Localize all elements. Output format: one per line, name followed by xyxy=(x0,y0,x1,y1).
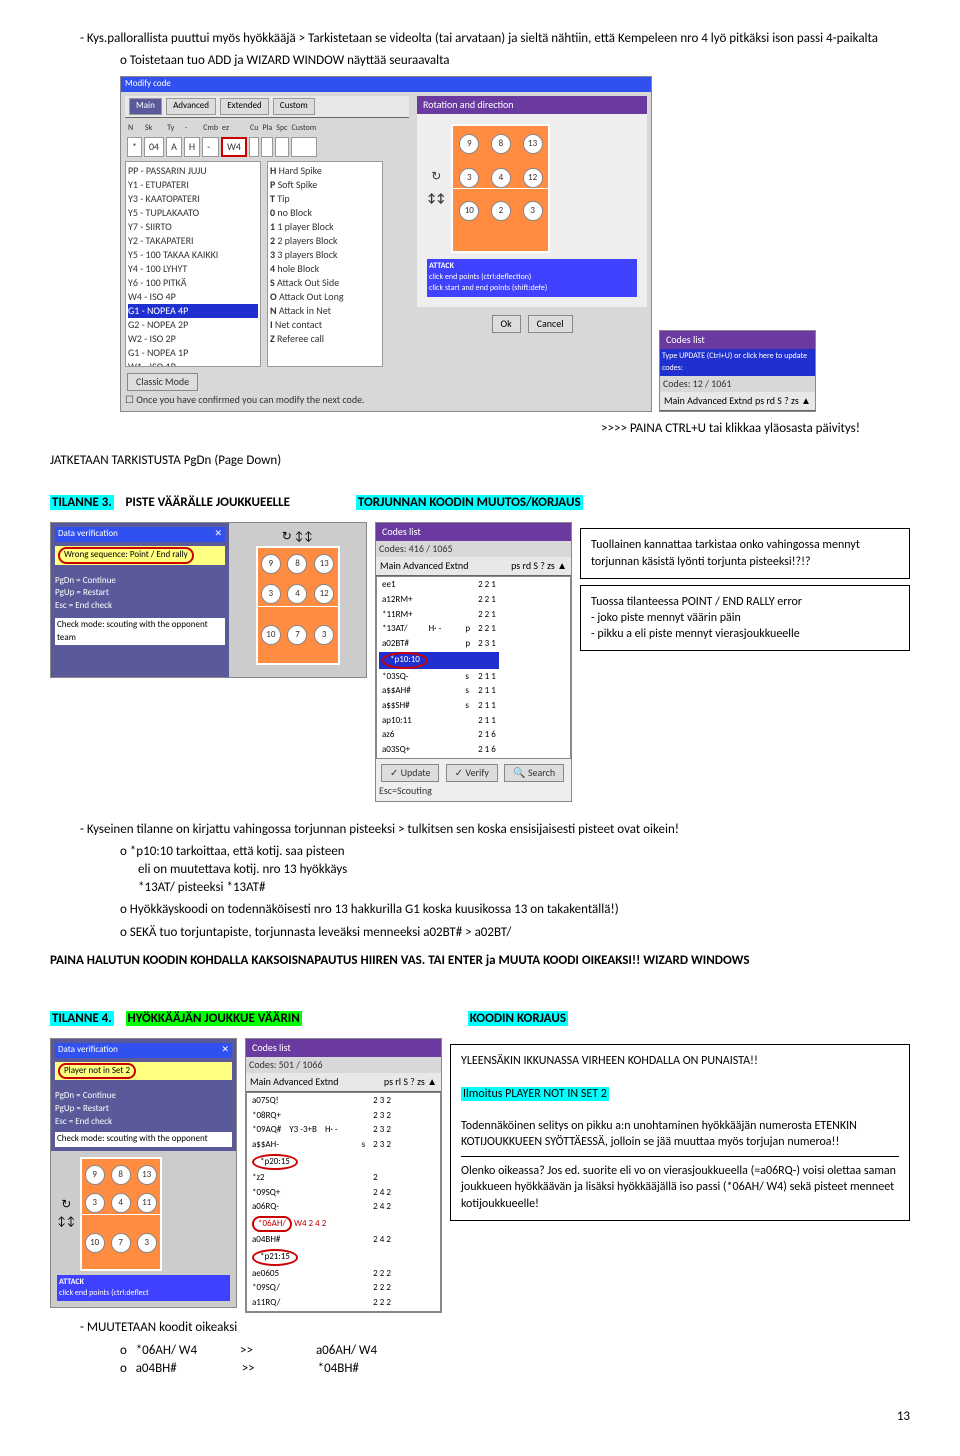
dv-esc: Esc = End check xyxy=(55,600,225,613)
dv4-esc: Esc = End check xyxy=(55,1116,232,1129)
p3-line1: Kyseinen tilanne on kirjattu vahingossa … xyxy=(80,821,910,839)
anno4-box: YLEENSÄKIN IKKUNASSA VIRHEEN KOHDALLA ON… xyxy=(450,1044,910,1221)
update-button[interactable]: ✓ Update xyxy=(381,764,439,782)
tilanne4-heading: TILANNE 4. HYÖKKÄÄJÄN JOUKKUE VÄÄRIN KOO… xyxy=(50,1010,910,1028)
code-list-left[interactable]: PP - PASSARIN JUJUY1 - ETUPATERIY3 - KAA… xyxy=(125,161,261,367)
court4: 9813 3411 1073 xyxy=(80,1157,162,1271)
dv4-error: Player not in Set 2 xyxy=(55,1062,232,1081)
classic-mode-btn[interactable]: Classic Mode xyxy=(127,373,198,391)
ok-button[interactable]: Ok xyxy=(492,315,521,333)
bullet-top-2: Toistetaan tuo ADD ja WIZARD WINDOW näyt… xyxy=(120,52,910,70)
bullet-top-1: Kys.pallorallista puuttui myös hyökkääjä… xyxy=(80,30,910,48)
modify-code-title: Modify code xyxy=(121,77,651,92)
continue-line: JATKETAAN TARKISTUSTA PgDn (Page Down) xyxy=(50,452,910,470)
dv-pgup: PgUp = Restart xyxy=(55,587,225,600)
p3-o1: *p10:10 tarkoittaa, että kotij. saa pist… xyxy=(120,843,910,898)
page-number: 13 xyxy=(50,1408,910,1426)
tab-main[interactable]: Main xyxy=(129,98,162,115)
tab-extended[interactable]: Extended xyxy=(220,98,268,115)
confirm-text: ☐ Once you have confirmed you can modify… xyxy=(125,393,409,407)
anno3-box1: Tuollainen kannattaa tarkistaa onko vahi… xyxy=(580,528,910,578)
dv4-pgdn: PgDn = Continue xyxy=(55,1090,232,1103)
codeslist4-counter: Codes: 501 / 1066 xyxy=(246,1057,441,1073)
codeslist1-banner[interactable]: Type UPDATE (Ctrl+U) or click here to up… xyxy=(660,349,815,375)
tilanne3-heading: TILANNE 3. PISTE VÄÄRÄLLE JOUKKUEELLE TO… xyxy=(50,494,910,512)
dv-pgdn: PgDn = Continue xyxy=(55,575,225,588)
search-button[interactable]: 🔍 Search xyxy=(504,764,564,782)
header-line: NSkTy-CmbezCuPlaSpcCustom *04AH-W4 xyxy=(125,120,319,159)
codeslist2-title: Codes list xyxy=(376,523,571,541)
muutetaan-row2: o a04BH# >> *04BH# xyxy=(120,1360,910,1378)
codeslist1-title: Codes list xyxy=(660,331,815,349)
dv-mode: Check mode: scouting with the opponent t… xyxy=(55,618,225,645)
esc-scouting: Esc=Scouting xyxy=(379,784,568,798)
codeslist1-tabs[interactable]: Main Advanced Extnd ps rd S ? zs ▲ xyxy=(660,392,815,411)
codeslist4-title: Codes list xyxy=(246,1039,441,1057)
paina-ctrlu: >>>> PAINA CTRL+U tai klikkaa yläosasta … xyxy=(50,420,860,438)
codeslist4-table[interactable]: a07SQ!2 3 2*08RQ+2 3 2*09AQ#Y3 -3+BH· -2… xyxy=(246,1092,441,1312)
anno3-box2: Tuossa tilanteessa POINT / END RALLY err… xyxy=(580,585,910,652)
court-small: 9813 3412 1073 xyxy=(256,546,340,665)
tab-custom[interactable]: Custom xyxy=(273,98,315,115)
codeslist2-counter: Codes: 416 / 1065 xyxy=(376,541,571,557)
dv-error: Wrong sequence: Point / End rally xyxy=(55,546,225,565)
muutetaan-row1: o *06AH/ W4 >> a06AH/ W4 xyxy=(120,1342,910,1360)
codeslist2-table[interactable]: ee12 2 1a12RM+2 2 1*11RM+2 2 1*13AT/H· -… xyxy=(376,576,571,759)
dv-title: Data verification xyxy=(58,528,118,539)
bold-instructions: PAINA HALUTUN KOODIN KOHDALLA KAKSOISNAP… xyxy=(50,952,910,970)
tab-advanced[interactable]: Advanced xyxy=(166,98,216,115)
court-diagram[interactable]: 9813 3412 1023 xyxy=(451,124,550,253)
p3-o2: Hyökkäyskoodi on todennäköisesti nro 13 … xyxy=(120,901,910,919)
verify-button[interactable]: ✓ Verify xyxy=(446,764,498,782)
attack-hint: ATTACK click end points (ctrl:deflection… xyxy=(427,259,637,297)
modify-tabs[interactable]: Main Advanced Extended Custom xyxy=(125,96,409,118)
code-list-mid[interactable]: H Hard SpikeP Soft SpikeT Tip 0 no Block… xyxy=(267,161,383,367)
dv4-pgup: PgUp = Restart xyxy=(55,1103,232,1116)
dv4-mode: Check mode: scouting with the opponent xyxy=(55,1132,232,1147)
muutetaan-title: MUUTETAAN koodit oikeaksi xyxy=(80,1319,910,1337)
codeslist1-counter: Codes: 12 / 1061 xyxy=(660,376,815,392)
cancel-button[interactable]: Cancel xyxy=(528,315,573,333)
dv4-title: Data verification xyxy=(58,1044,118,1055)
rotation-title: Rotation and direction xyxy=(417,96,647,114)
p3-o3: SEKÄ tuo torjuntapiste, torjunnasta leve… xyxy=(120,924,910,942)
